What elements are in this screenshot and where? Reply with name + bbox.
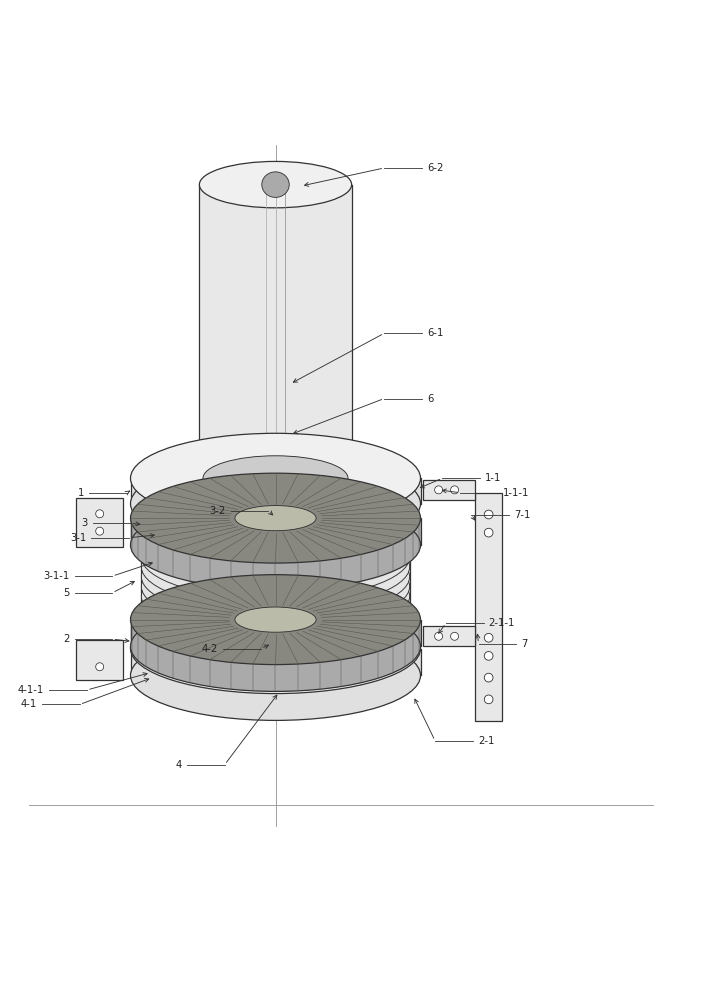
Circle shape [96, 510, 104, 518]
Text: 1-1-1: 1-1-1 [503, 488, 529, 498]
Ellipse shape [130, 473, 420, 563]
Ellipse shape [225, 571, 326, 602]
Bar [475, 493, 502, 721]
Ellipse shape [235, 506, 316, 531]
Ellipse shape [130, 459, 420, 549]
Text: 3-1: 3-1 [70, 533, 86, 543]
Ellipse shape [141, 544, 410, 629]
Ellipse shape [203, 456, 348, 501]
Text: 4-2: 4-2 [202, 644, 218, 654]
Bar [76, 640, 123, 680]
Bar [423, 480, 475, 500]
Text: 4-1: 4-1 [21, 699, 37, 709]
Circle shape [484, 652, 493, 660]
Ellipse shape [130, 433, 420, 523]
Circle shape [484, 673, 493, 682]
Text: 2-1: 2-1 [478, 736, 494, 746]
Text: 3-2: 3-2 [210, 506, 225, 516]
Bar [130, 649, 420, 675]
Ellipse shape [225, 580, 326, 612]
Ellipse shape [141, 574, 410, 658]
Ellipse shape [203, 626, 348, 671]
Ellipse shape [225, 561, 326, 593]
Circle shape [96, 663, 104, 671]
Ellipse shape [130, 631, 420, 720]
Ellipse shape [141, 505, 410, 589]
Text: 5: 5 [63, 588, 70, 598]
Ellipse shape [130, 575, 420, 665]
Text: 7: 7 [521, 639, 528, 649]
Bar [130, 620, 420, 646]
Circle shape [435, 486, 442, 494]
Circle shape [484, 695, 493, 704]
Bar [130, 518, 420, 545]
Text: 1-1: 1-1 [485, 473, 502, 483]
Text: 6: 6 [427, 393, 434, 403]
Text: 3: 3 [81, 518, 88, 528]
Text: 7-1: 7-1 [514, 510, 531, 520]
Text: 6-1: 6-1 [427, 328, 444, 338]
Ellipse shape [262, 172, 289, 197]
Ellipse shape [225, 541, 326, 573]
Ellipse shape [225, 551, 326, 583]
Circle shape [484, 528, 493, 537]
Text: 4: 4 [175, 760, 182, 770]
Text: 6-2: 6-2 [427, 163, 444, 173]
Text: 2-1-1: 2-1-1 [489, 618, 515, 628]
Ellipse shape [130, 500, 420, 590]
Text: 4-1-1: 4-1-1 [18, 685, 44, 695]
Circle shape [484, 510, 493, 519]
Bar [141, 547, 410, 616]
Ellipse shape [225, 600, 326, 632]
Ellipse shape [225, 590, 326, 622]
Text: 3-1-1: 3-1-1 [44, 571, 70, 581]
Text: 2: 2 [63, 634, 70, 644]
Ellipse shape [141, 535, 410, 619]
Circle shape [451, 632, 459, 640]
Ellipse shape [141, 515, 410, 599]
Ellipse shape [141, 554, 410, 638]
Bar [130, 478, 420, 504]
Bar [76, 498, 123, 547]
Bar [199, 185, 352, 475]
Circle shape [451, 486, 459, 494]
Bar [423, 626, 475, 646]
Ellipse shape [141, 564, 410, 648]
Circle shape [435, 632, 442, 640]
Ellipse shape [141, 525, 410, 609]
Ellipse shape [130, 604, 420, 694]
Ellipse shape [235, 607, 316, 632]
Circle shape [96, 527, 104, 535]
Ellipse shape [130, 602, 420, 691]
Ellipse shape [225, 531, 326, 563]
Ellipse shape [199, 451, 352, 498]
Circle shape [484, 633, 493, 642]
Text: 1: 1 [78, 488, 84, 498]
Ellipse shape [199, 161, 352, 208]
